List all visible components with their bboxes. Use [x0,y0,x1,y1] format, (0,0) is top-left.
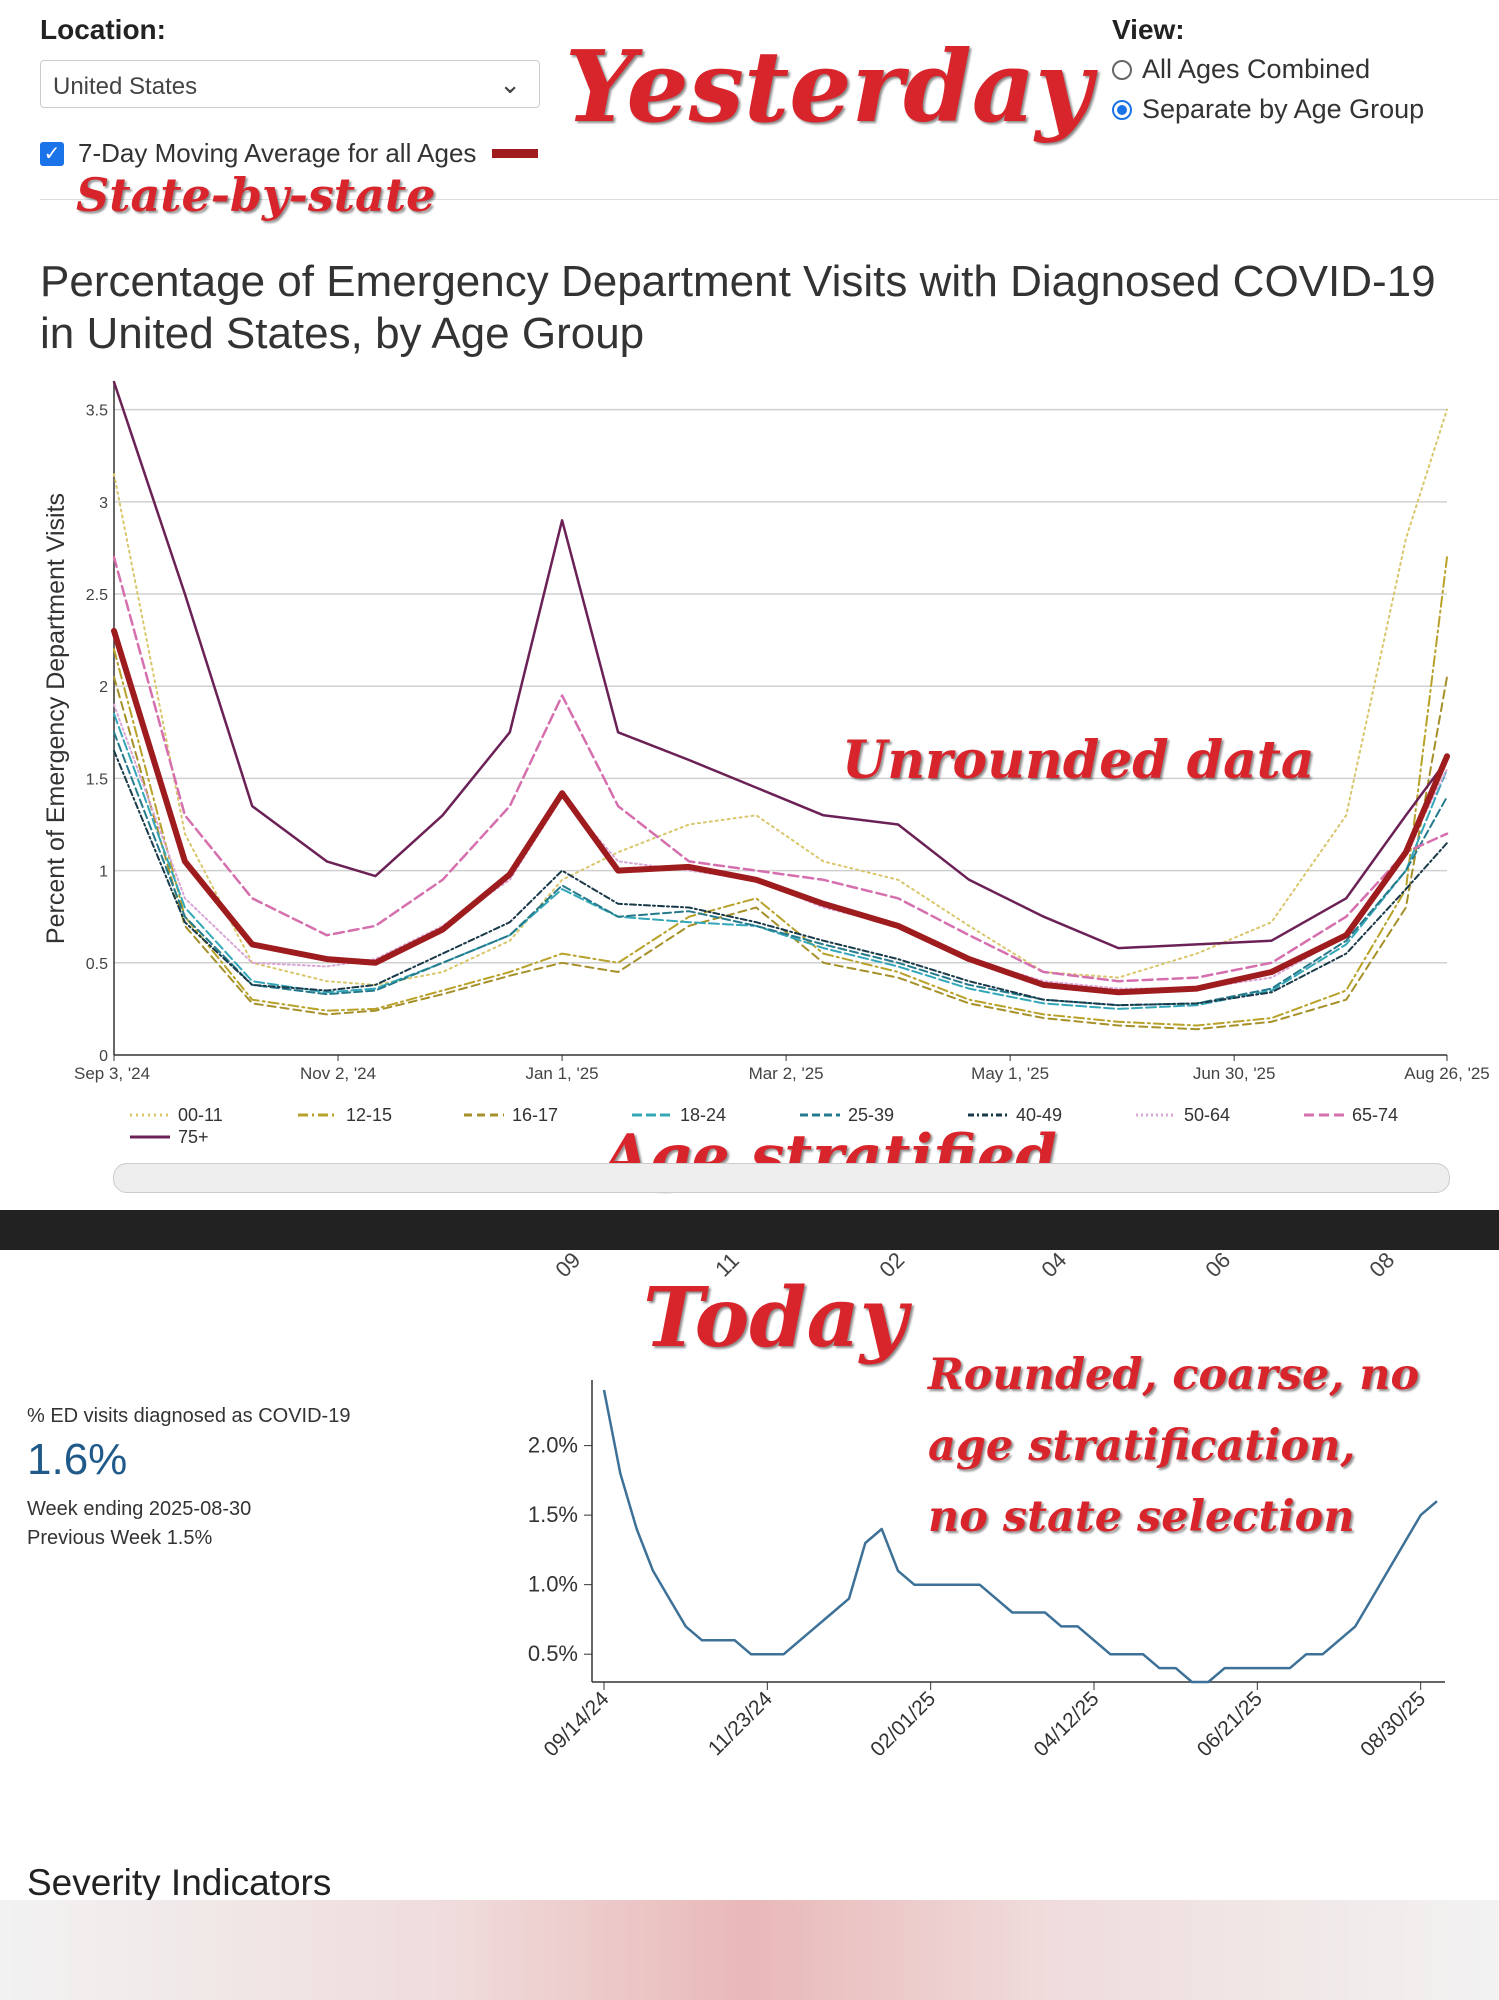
annotation-unrounded: Unrounded data [842,730,1315,791]
radio-by-age-group[interactable]: Separate by Age Group [1112,94,1424,125]
x-tick-label: 08/30/25 [1356,1687,1430,1761]
x-tick-label: May 1, '25 [971,1064,1049,1083]
separator-band [0,1210,1499,1250]
x-tick-label: Jan 1, '25 [525,1064,598,1083]
view-label: View: [1112,14,1185,45]
legend-label: 50-64 [1184,1105,1230,1125]
y-tick-label: 0.5% [528,1641,578,1666]
kpi-label: % ED visits diagnosed as COVID-19 [27,1405,351,1427]
weekly-line-chart: 0.5% 1.0% 1.5% 2.0% 09/14/24 11/23/24 02/01/25… [528,1380,1445,1761]
x-tick-label: 06/21/25 [1193,1687,1267,1761]
legend-label: 65-74 [1352,1105,1398,1125]
x-tick-label: Sep 3, '24 [74,1064,150,1083]
y-tick-label: 3.5 [86,403,108,420]
divider [40,199,1499,200]
age-group-line-chart: 0 0.5 1 1.5 2 2.5 3 3.5 Sep 3, '24 Nov 2, '24 Jan … [42,380,1490,1147]
y-tick-label: 3 [99,495,108,512]
chart-title: Percentage of Emergency Department Visit… [40,257,1436,358]
checkbox-checked-icon[interactable]: ✓ [40,141,64,166]
legend-label: 00-11 [178,1105,223,1125]
moving-average-toggle[interactable]: ✓ 7-Day Moving Average for all Ages [40,138,539,169]
legend-label: 12-15 [346,1105,392,1125]
legend-label: 75+ [178,1127,209,1147]
y-tick-label: 0 [99,1048,108,1065]
series-line-75- [112,380,1449,950]
moving-average-label: 7-Day Moving Average for all Ages [78,138,477,168]
annotation-rounded-line1: Rounded, coarse, no [928,1350,1420,1400]
y-tick-label: 0.5 [86,956,108,973]
radio-on-icon [1112,99,1132,120]
radio-all-ages-label: All Ages Combined [1142,54,1371,84]
series-line-7-day-moving-average-for-all-ages [111,627,1450,996]
archived-dashboard-panel [0,0,1499,1210]
chevron-down-icon: ⌄ [499,69,521,99]
series-line-weekly [602,1389,1438,1684]
date-range-scrollbar[interactable] [113,1163,1450,1193]
legend-label: 40-49 [1016,1105,1062,1125]
series-line-12-15 [113,556,1448,1027]
x-tick-label: 04/12/25 [1029,1687,1103,1761]
x-tick-label: Mar 2, '25 [749,1064,824,1083]
series-line-16-17 [113,676,1448,1031]
y-axis-label: Percent of Emergency Department Visits [42,493,70,944]
kpi-previous-week: Previous Week 1.5% [27,1527,213,1549]
x-tick-label: 09/14/24 [539,1687,613,1761]
legend-label: 16-17 [512,1105,558,1125]
kpi-value: 1.6% [27,1435,128,1484]
moving-average-swatch [492,149,539,158]
annotation-today: Today [643,1270,908,1366]
kpi-week-ending: Week ending 2025-08-30 [27,1498,252,1520]
x-tick-label: Aug 26, '25 [1404,1064,1489,1083]
location-label: Location: [40,14,166,45]
current-dashboard-panel [0,1250,1499,1900]
y-tick-label: 2.0% [528,1433,578,1458]
radio-all-ages[interactable]: All Ages Combined [1112,54,1370,85]
location-select[interactable]: United States ⌄ [40,60,540,108]
y-tick-label: 1.5 [86,771,108,788]
bottom-fade [0,1900,1499,2000]
location-select-value: United States [53,73,198,100]
y-tick-label: 2 [99,679,108,696]
annotation-state-by-state: State-by-state [76,168,436,222]
annotation-yesterday: Yesterday [565,30,1093,145]
legend-label: 18-24 [680,1105,726,1125]
severity-heading: Severity Indicators [27,1862,332,1903]
legend-label: 25-39 [848,1105,894,1125]
radio-by-age-group-label: Separate by Age Group [1142,94,1425,124]
radio-off-icon [1112,59,1132,80]
annotation-rounded-line3: no state selection [928,1492,1355,1542]
series-line-00-11 [113,408,1448,986]
x-tick-label: 02/01/25 [866,1687,940,1761]
x-tick-label: 11/23/24 [704,1687,777,1760]
x-tick-label: Nov 2, '24 [300,1064,376,1083]
y-tick-label: 1.5% [528,1502,578,1527]
annotation-rounded-line2: age stratification, [928,1421,1356,1471]
y-tick-label: 1.0% [528,1572,578,1597]
series-line-25-39 [113,731,1448,1007]
x-tick-label: Jun 30, '25 [1193,1064,1276,1083]
series-line-40-49 [113,749,1448,1007]
series-line-65-74 [112,555,1449,983]
y-tick-label: 2.5 [86,587,108,604]
y-tick-label: 1 [99,864,108,881]
